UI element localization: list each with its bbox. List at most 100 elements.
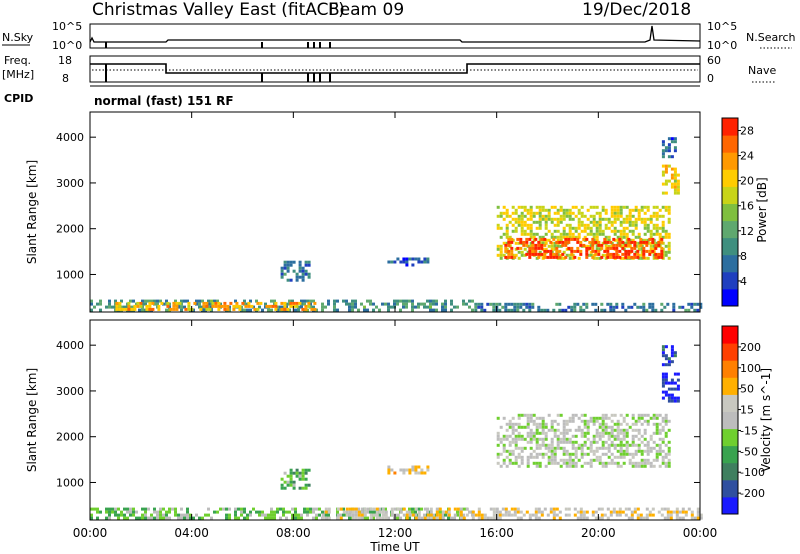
velocity-colorbar-segment: [722, 445, 738, 464]
power-echo-cell: [535, 205, 539, 209]
velocity-echo-cell: [652, 440, 656, 444]
power-echo-cell: [661, 170, 665, 174]
velocity-echo-cell: [562, 419, 566, 423]
velocity-echo-cell: [562, 428, 566, 432]
power-echo-cell: [589, 226, 593, 230]
velocity-echo-cell: [670, 360, 674, 364]
velocity-echo-cell: [520, 446, 524, 450]
power-echo-cell: [295, 304, 299, 308]
velocity-echo-cell: [535, 416, 539, 420]
power-echo-cell: [618, 249, 622, 253]
power-echo-cell: [640, 256, 644, 260]
velocity-echo-cell: [538, 422, 542, 426]
velocity-echo-cell: [405, 468, 409, 472]
power-echo-cell: [111, 305, 114, 309]
power-echo-cell: [306, 299, 309, 303]
velocity-echo-cell: [637, 449, 641, 453]
power-echo-cell: [286, 269, 290, 273]
velocity-echo-cell: [568, 461, 572, 465]
power-echo-cell: [289, 304, 293, 308]
velocity-echo-cell: [417, 516, 421, 520]
power-echo-cell: [607, 244, 611, 248]
velocity-echo-cell: [643, 419, 647, 423]
velocity-echo-cell: [474, 513, 478, 517]
power-echo-cell: [553, 247, 557, 251]
velocity-echo-cell: [360, 507, 364, 511]
power-echo-cell: [673, 176, 677, 180]
velocity-echo-cell: [579, 510, 583, 514]
velocity-echo-cell: [562, 434, 566, 438]
velocity-echo-cell: [627, 507, 631, 511]
power-echo-cell: [217, 301, 221, 305]
velocity-echo-cell: [610, 431, 614, 435]
velocity-echo-cell: [589, 458, 593, 462]
velocity-echo-cell: [465, 507, 469, 511]
power-echo-cell: [483, 308, 487, 312]
power-echo-cell: [129, 305, 132, 309]
velocity-echo-cell: [646, 422, 650, 426]
power-echo-cell: [517, 205, 521, 209]
power-echo-cell: [661, 220, 665, 224]
power-echo-cell: [177, 305, 180, 309]
power-echo-cell: [520, 253, 524, 257]
velocity-echo-cell: [574, 455, 578, 459]
power-echo-cell: [432, 299, 435, 303]
power-echo-cell: [636, 255, 640, 259]
velocity-echo-cell: [661, 458, 665, 462]
velocity-echo-cell: [652, 413, 656, 417]
power-echo-cell: [235, 301, 239, 305]
velocity-echo-cell: [532, 461, 536, 465]
power-echo-cell: [298, 263, 302, 267]
power-echo-cell: [399, 260, 403, 264]
power-echo-cell: [652, 253, 656, 257]
power-echo-cell: [664, 170, 668, 174]
velocity-echo-cell: [583, 443, 587, 447]
velocity-echo-cell: [604, 413, 608, 417]
power-echo-cell: [576, 302, 580, 306]
velocity-echo-cell: [541, 437, 545, 441]
power-echo-cell: [108, 302, 111, 306]
power-echo-cell: [567, 305, 571, 309]
power-echo-cell: [289, 263, 293, 267]
velocity-echo-cell: [528, 516, 532, 520]
power-echo-cell: [646, 229, 650, 233]
power-echo-cell: [462, 299, 465, 303]
velocity-echo-cell: [616, 428, 620, 432]
velocity-echo-cell: [339, 513, 342, 517]
velocity-echo-cell: [577, 458, 581, 462]
velocity-echo-cell: [553, 449, 557, 453]
power-echo-cell: [93, 305, 96, 309]
power-echo-cell: [582, 243, 586, 247]
power-echo-cell: [627, 243, 631, 247]
velocity-echo-cell: [348, 513, 352, 517]
velocity-echo-cell: [459, 513, 463, 517]
velocity-echo-cell: [498, 513, 502, 517]
velocity-echo-cell: [658, 413, 662, 417]
power-echo-cell: [628, 208, 632, 212]
power-echo-cell: [180, 308, 183, 312]
power-echo-cell: [643, 211, 647, 215]
velocity-echo-cell: [303, 510, 306, 514]
velocity-echo-cell: [357, 516, 361, 520]
power-echo-cell: [532, 214, 536, 218]
power-echo-cell: [114, 299, 117, 303]
power-echo-cell: [565, 232, 569, 236]
power-echo-cell: [604, 253, 608, 257]
power-echo-cell: [558, 249, 562, 253]
power-echo-cell: [312, 305, 315, 309]
velocity-echo-cell: [495, 510, 499, 514]
velocity-echo-cell: [603, 513, 607, 517]
velocity-echo-cell: [604, 416, 608, 420]
power-echo-cell: [576, 249, 580, 253]
power-echo-cell: [573, 302, 577, 306]
power-echo-cell: [240, 305, 243, 309]
power-echo-cell: [301, 272, 305, 276]
power-echo-cell: [526, 211, 530, 215]
velocity-echo-cell: [618, 510, 622, 514]
velocity-echo-cell: [174, 507, 177, 511]
power-echo-cell: [405, 260, 409, 264]
velocity-echo-cell: [658, 449, 662, 453]
power-echo-cell: [121, 307, 125, 311]
power-echo-cell: [360, 302, 363, 306]
